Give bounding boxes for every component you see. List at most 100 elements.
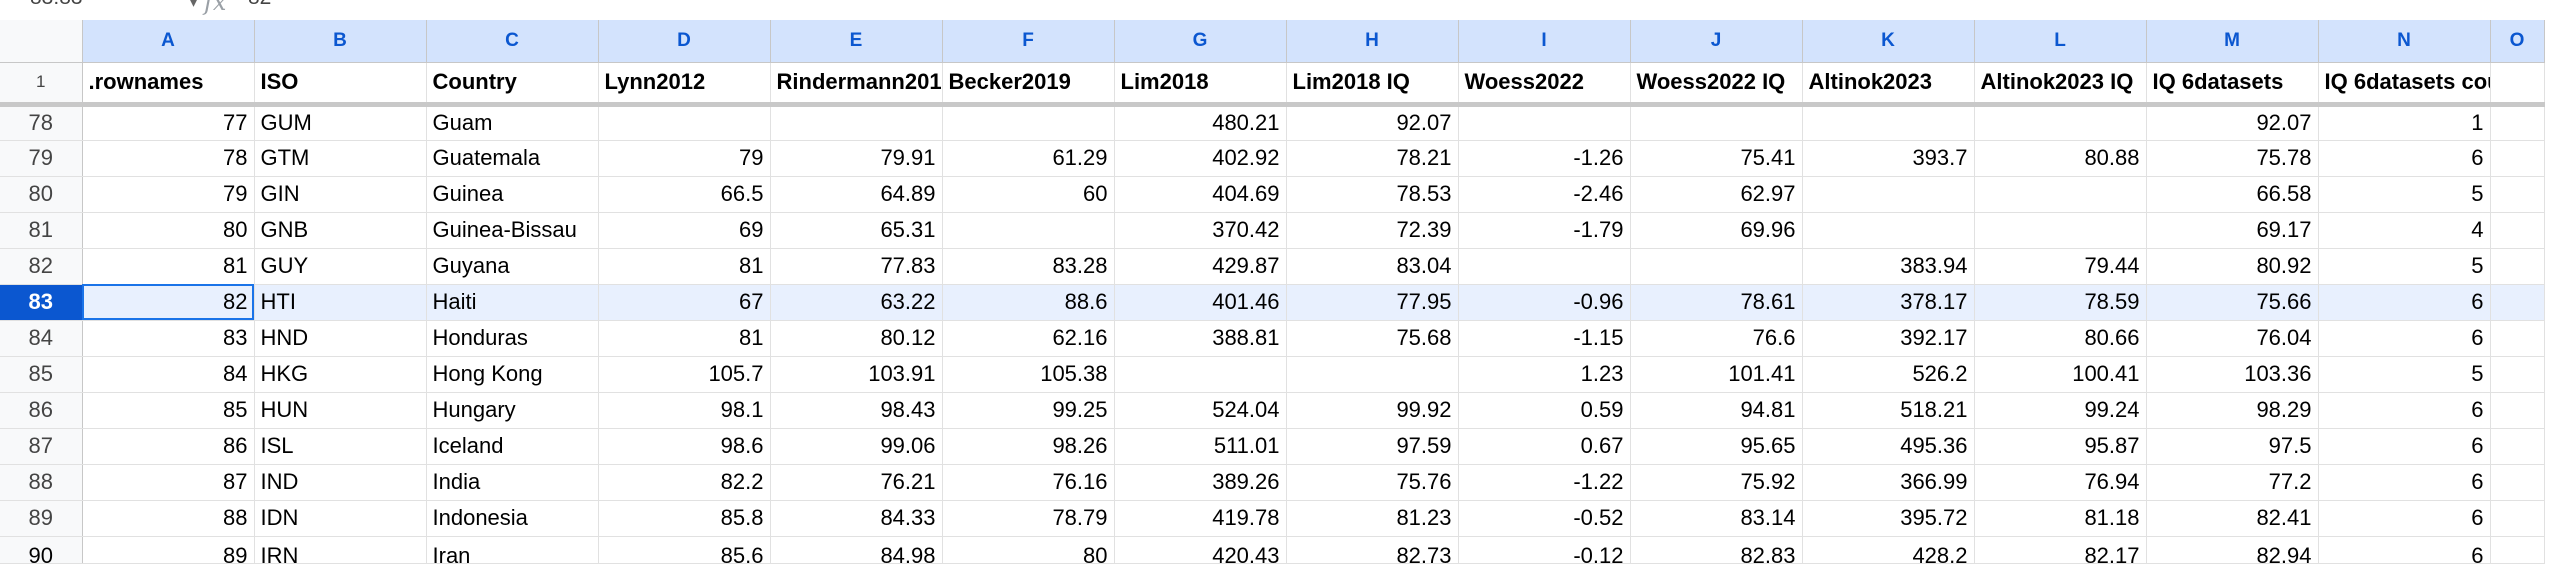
header-cell[interactable]: ISO — [254, 62, 427, 107]
cell[interactable] — [942, 212, 1115, 249]
cell[interactable] — [2490, 104, 2545, 141]
cell[interactable]: 82.83 — [1630, 536, 1803, 564]
column-header-m[interactable]: M — [2146, 20, 2319, 63]
name-box[interactable]: 83:83 — [30, 0, 83, 10]
cell[interactable]: 86 — [82, 428, 255, 465]
cell[interactable]: 428.2 — [1802, 536, 1975, 564]
cell[interactable]: -0.96 — [1458, 284, 1631, 321]
header-cell[interactable]: Lynn2012 — [598, 62, 771, 107]
cell[interactable]: 105.38 — [942, 356, 1115, 393]
cell[interactable]: 76.94 — [1974, 464, 2147, 501]
cell[interactable]: 67 — [598, 284, 771, 321]
cell[interactable]: 88.6 — [942, 284, 1115, 321]
cell[interactable]: HND — [254, 320, 427, 357]
cell[interactable]: 77.2 — [2146, 464, 2319, 501]
cell[interactable]: 76.6 — [1630, 320, 1803, 357]
cell[interactable]: Guatemala — [426, 140, 599, 177]
cell[interactable]: 97.5 — [2146, 428, 2319, 465]
cell[interactable]: 6 — [2318, 392, 2491, 429]
cell[interactable] — [1974, 212, 2147, 249]
row-number[interactable]: 83 — [0, 284, 83, 321]
cell[interactable]: 80.88 — [1974, 140, 2147, 177]
cell[interactable]: 83.28 — [942, 248, 1115, 285]
cell[interactable]: IDN — [254, 500, 427, 537]
cell[interactable]: 402.92 — [1114, 140, 1287, 177]
header-cell[interactable]: Woess2022 IQ — [1630, 62, 1803, 107]
cell[interactable]: 85.6 — [598, 536, 771, 564]
header-cell[interactable]: IQ 6datasets count — [2318, 62, 2491, 107]
cell[interactable]: 0.67 — [1458, 428, 1631, 465]
cell[interactable]: 82.73 — [1286, 536, 1459, 564]
cell[interactable]: 82.94 — [2146, 536, 2319, 564]
cell[interactable]: 0.59 — [1458, 392, 1631, 429]
cell[interactable]: 78.79 — [942, 500, 1115, 537]
cell[interactable]: 82.17 — [1974, 536, 2147, 564]
cell[interactable]: 75.66 — [2146, 284, 2319, 321]
cell[interactable]: 388.81 — [1114, 320, 1287, 357]
column-header-f[interactable]: F — [942, 20, 1115, 63]
cell[interactable]: 79.44 — [1974, 248, 2147, 285]
header-cell[interactable]: Rindermann2018 — [770, 62, 943, 107]
header-cell[interactable] — [2490, 62, 2545, 107]
row-number[interactable]: 82 — [0, 248, 83, 285]
cell[interactable]: 404.69 — [1114, 176, 1287, 213]
cell[interactable]: 78.53 — [1286, 176, 1459, 213]
cell[interactable]: 81.18 — [1974, 500, 2147, 537]
cell[interactable]: 101.41 — [1630, 356, 1803, 393]
cell[interactable]: 81 — [598, 248, 771, 285]
cell[interactable]: 83.14 — [1630, 500, 1803, 537]
cell[interactable]: 98.6 — [598, 428, 771, 465]
cell[interactable]: IRN — [254, 536, 427, 564]
column-header-h[interactable]: H — [1286, 20, 1459, 63]
cell[interactable] — [2490, 248, 2545, 285]
cell[interactable] — [2490, 536, 2545, 564]
cell[interactable] — [770, 104, 943, 141]
cell[interactable]: 480.21 — [1114, 104, 1287, 141]
cell[interactable] — [1458, 248, 1631, 285]
header-cell[interactable]: Altinok2023 IQ — [1974, 62, 2147, 107]
cell[interactable]: 69 — [598, 212, 771, 249]
cell[interactable] — [1802, 212, 1975, 249]
cell[interactable]: IND — [254, 464, 427, 501]
cell[interactable]: 63.22 — [770, 284, 943, 321]
cell[interactable]: Guyana — [426, 248, 599, 285]
cell[interactable] — [2490, 176, 2545, 213]
cell[interactable]: HUN — [254, 392, 427, 429]
cell[interactable] — [1974, 104, 2147, 141]
cell[interactable]: Guinea — [426, 176, 599, 213]
cell[interactable]: 75.92 — [1630, 464, 1803, 501]
cell[interactable]: 98.1 — [598, 392, 771, 429]
cell[interactable]: -1.26 — [1458, 140, 1631, 177]
header-cell[interactable]: Altinok2023 — [1802, 62, 1975, 107]
row-number[interactable]: 85 — [0, 356, 83, 393]
cell[interactable]: 100.41 — [1974, 356, 2147, 393]
cell[interactable]: 495.36 — [1802, 428, 1975, 465]
cell[interactable]: 66.5 — [598, 176, 771, 213]
column-header-k[interactable]: K — [1802, 20, 1975, 63]
cell[interactable]: 79 — [82, 176, 255, 213]
select-all-corner[interactable] — [0, 20, 83, 63]
header-cell[interactable]: Woess2022 — [1458, 62, 1631, 107]
cell[interactable] — [1114, 356, 1287, 393]
cell[interactable]: 6 — [2318, 320, 2491, 357]
cell[interactable]: Iceland — [426, 428, 599, 465]
cell[interactable]: 1.23 — [1458, 356, 1631, 393]
row-number[interactable]: 87 — [0, 428, 83, 465]
cell[interactable]: 401.46 — [1114, 284, 1287, 321]
cell[interactable]: 5 — [2318, 248, 2491, 285]
cell[interactable]: 103.36 — [2146, 356, 2319, 393]
cell[interactable]: 60 — [942, 176, 1115, 213]
cell[interactable] — [2490, 464, 2545, 501]
cell[interactable]: 83 — [82, 320, 255, 357]
header-cell[interactable]: Country — [426, 62, 599, 107]
cell[interactable]: -1.22 — [1458, 464, 1631, 501]
cell[interactable]: Guinea-Bissau — [426, 212, 599, 249]
cell[interactable]: 526.2 — [1802, 356, 1975, 393]
cell[interactable]: 72.39 — [1286, 212, 1459, 249]
cell[interactable] — [2490, 392, 2545, 429]
cell[interactable]: -0.12 — [1458, 536, 1631, 564]
cell[interactable]: 81.23 — [1286, 500, 1459, 537]
cell[interactable]: 75.76 — [1286, 464, 1459, 501]
cell[interactable] — [2490, 140, 2545, 177]
cell[interactable]: 81 — [82, 248, 255, 285]
